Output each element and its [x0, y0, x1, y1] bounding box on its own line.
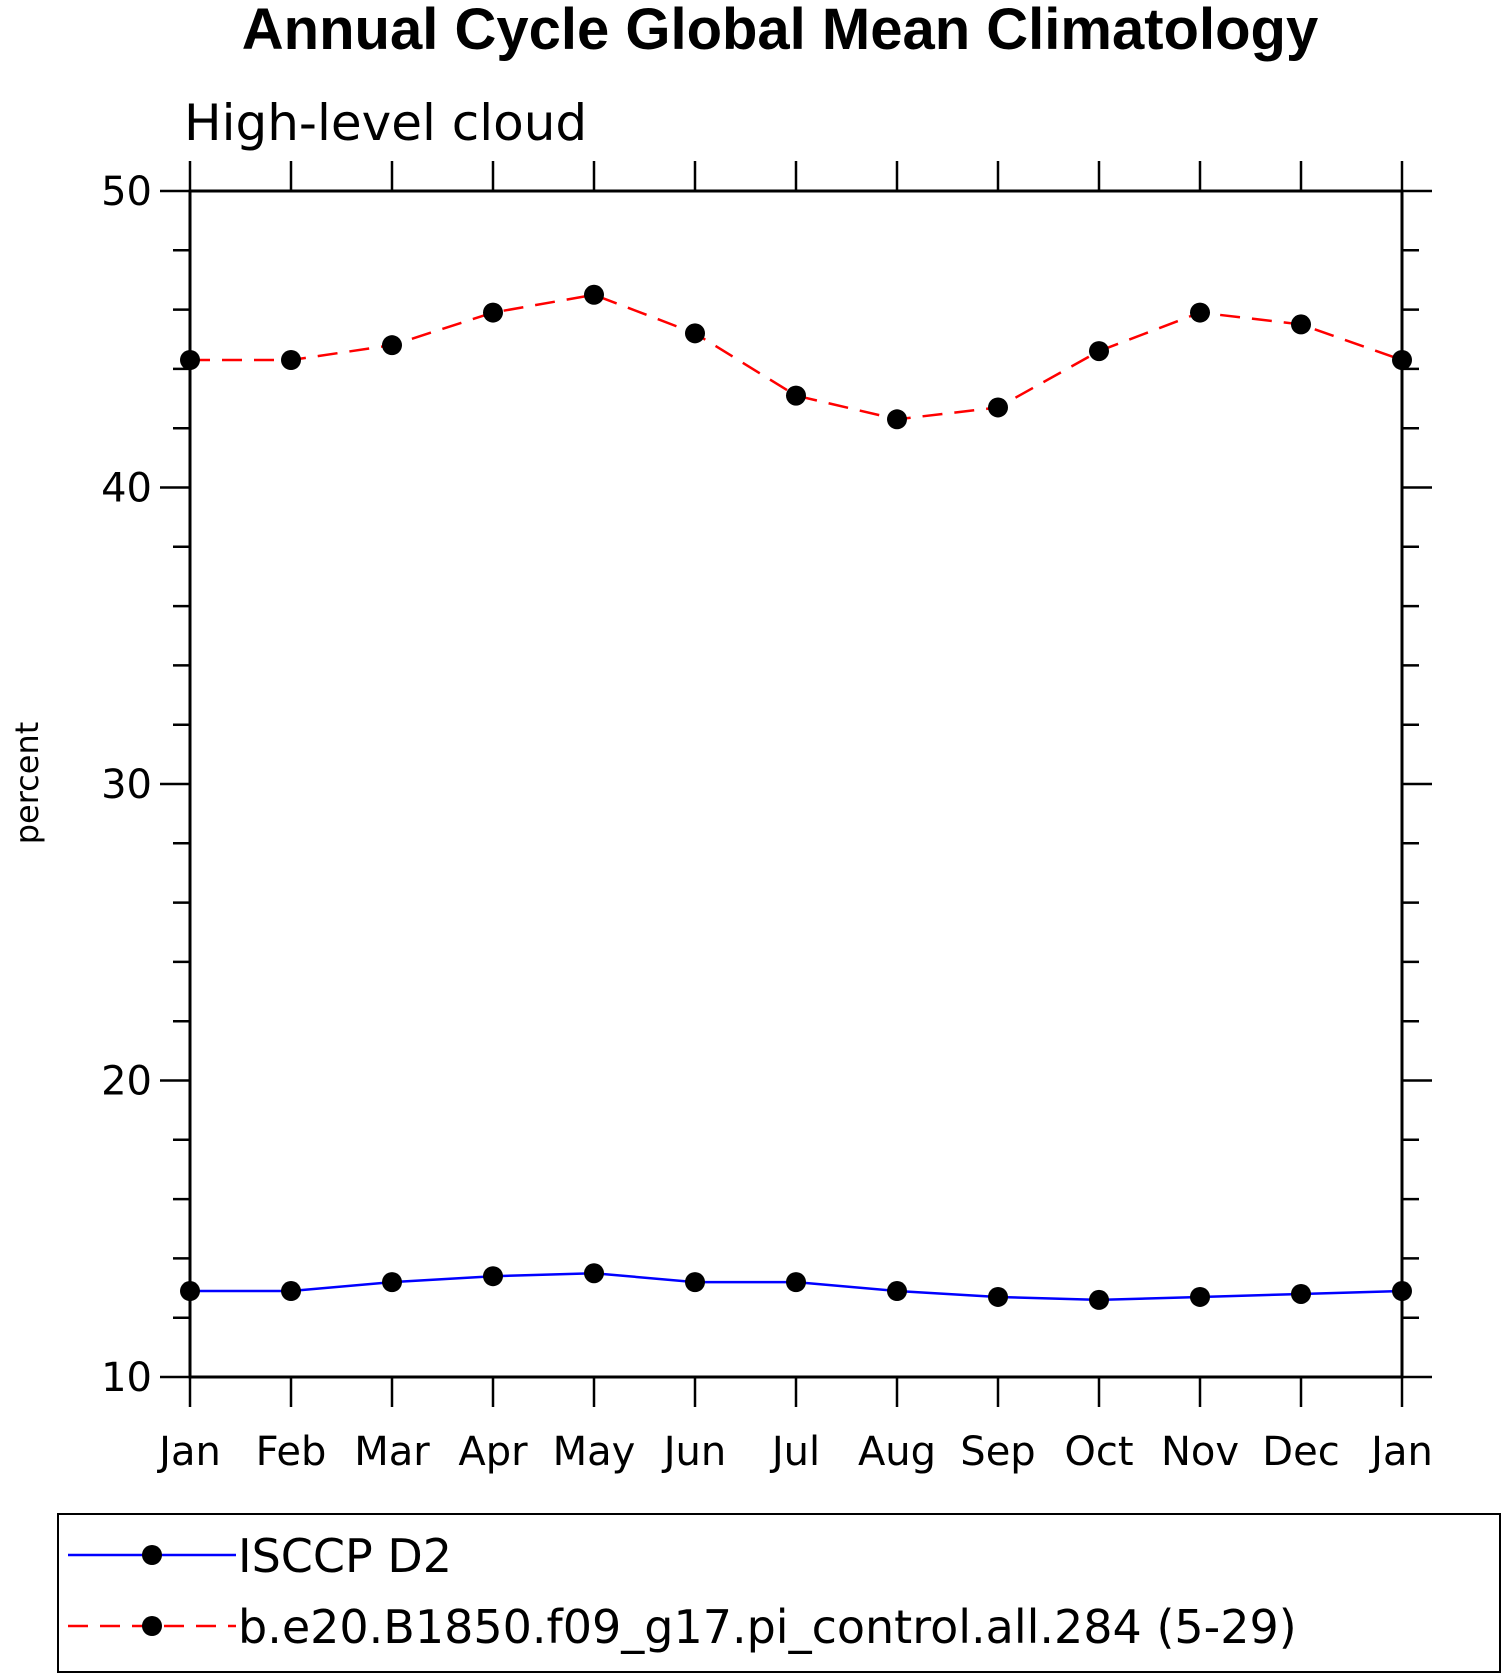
- x-tick-label: Jan: [156, 1429, 221, 1475]
- data-point: [1190, 302, 1210, 323]
- x-tick-label: Jun: [661, 1429, 727, 1475]
- data-point: [483, 1266, 503, 1287]
- legend-label: ISCCP D2: [238, 1529, 452, 1583]
- data-point: [1089, 341, 1109, 362]
- data-point: [988, 1286, 1008, 1307]
- chart-title: Annual Cycle Global Mean Climatology: [242, 0, 1318, 62]
- data-point: [1291, 314, 1311, 335]
- data-point: [988, 397, 1008, 418]
- x-tick-label: Dec: [1262, 1429, 1339, 1475]
- data-point: [1392, 1281, 1412, 1302]
- data-point: [281, 350, 301, 371]
- legend-entries: ISCCP D2 b.e20.B1850.f09_g17.pi_control.a…: [68, 1529, 1297, 1654]
- data-point: [180, 350, 200, 371]
- series-2: [180, 284, 1412, 430]
- x-tick-label: Jan: [1368, 1429, 1433, 1475]
- x-tick-label: Aug: [858, 1429, 936, 1475]
- y-tick-label: 20: [101, 1059, 152, 1105]
- plot-border: [188, 189, 1404, 1379]
- x-tick-label: Nov: [1161, 1429, 1239, 1475]
- x-axis: Jan Feb Mar Apr May Jun Jul Aug Sep Oct Nov Dec Jan: [156, 161, 1433, 1475]
- x-tick-label: Oct: [1064, 1429, 1133, 1475]
- data-point: [685, 1272, 705, 1293]
- data-point: [887, 1281, 907, 1302]
- legend-entry: ISCCP D2: [68, 1529, 452, 1583]
- series-1: [180, 1263, 1412, 1310]
- y-tick-label: 40: [101, 466, 152, 512]
- data-point: [1190, 1286, 1210, 1307]
- legend-swatch-marker: [142, 1616, 162, 1636]
- y-axis: 10 20 30 40 50: [101, 169, 1432, 1401]
- y-tick-label: 50: [101, 169, 152, 215]
- data-point: [1392, 350, 1412, 371]
- data-point: [584, 284, 604, 305]
- x-tick-label: Apr: [458, 1429, 528, 1475]
- plot-frame: [188, 189, 1404, 1379]
- data-point: [887, 409, 907, 430]
- x-tick-label: Jul: [769, 1429, 820, 1475]
- data-point: [1089, 1289, 1109, 1310]
- legend-box: [57, 1513, 1501, 1673]
- data-point: [483, 302, 503, 323]
- x-tick-label: Feb: [256, 1429, 327, 1475]
- legend-label: b.e20.B1850.f09_g17.pi_control.all.284 (…: [238, 1600, 1297, 1654]
- series-layer: [180, 284, 1412, 1310]
- y-tick-label: 10: [101, 1355, 152, 1401]
- y-axis-label: percent: [8, 722, 46, 845]
- data-point: [281, 1281, 301, 1302]
- data-point: [584, 1263, 604, 1284]
- x-tick-label: Mar: [354, 1429, 430, 1475]
- data-point: [685, 323, 705, 344]
- data-point: [1291, 1283, 1311, 1304]
- data-point: [786, 1272, 806, 1293]
- data-point: [382, 335, 402, 356]
- x-tick-label: Sep: [960, 1429, 1035, 1475]
- data-point: [786, 385, 806, 406]
- legend: ISCCP D2 b.e20.B1850.f09_g17.pi_control.a…: [57, 1513, 1501, 1673]
- legend-swatch-marker: [142, 1545, 162, 1565]
- y-tick-label: 30: [101, 762, 152, 808]
- legend-entry: b.e20.B1850.f09_g17.pi_control.all.284 (…: [68, 1600, 1297, 1654]
- x-tick-label: May: [553, 1429, 636, 1475]
- data-point: [382, 1272, 402, 1293]
- data-point: [180, 1281, 200, 1302]
- chart-subtitle: High-level cloud: [184, 94, 587, 152]
